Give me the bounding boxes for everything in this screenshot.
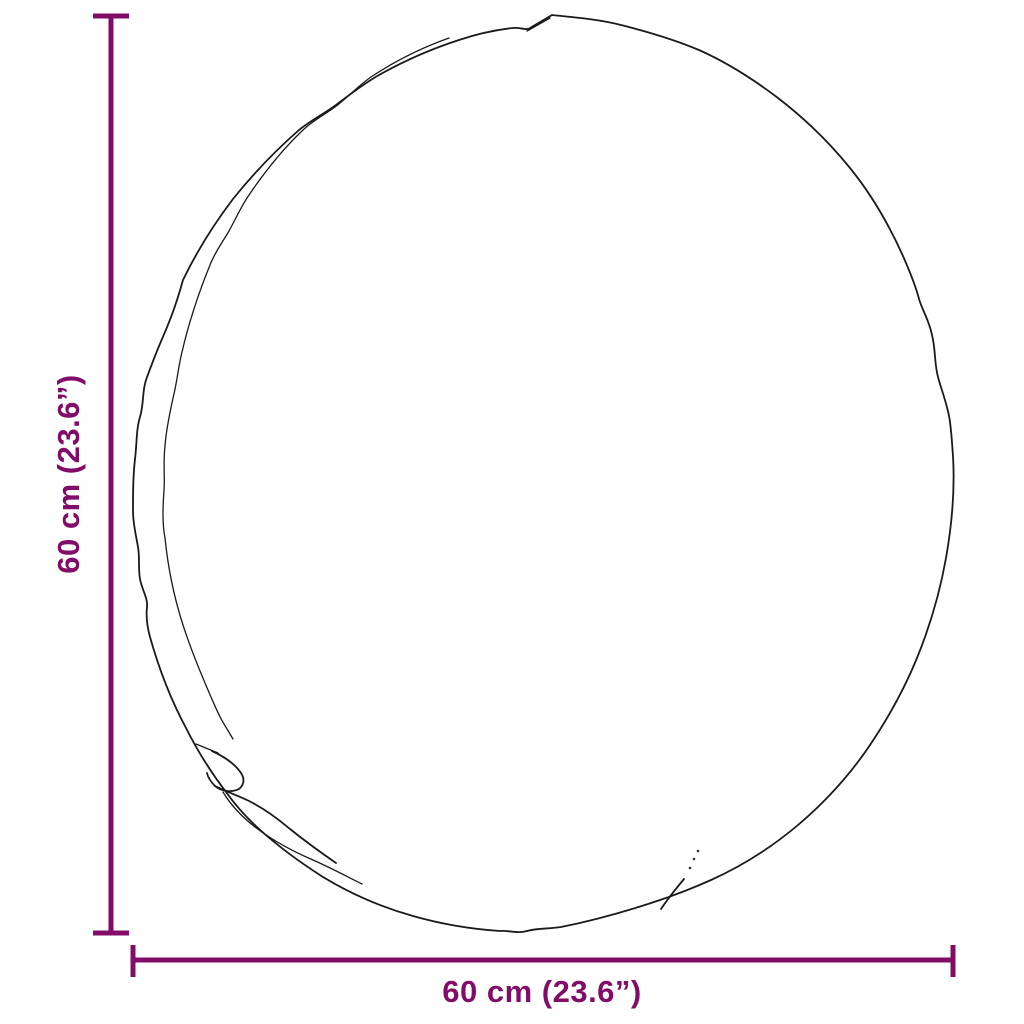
- stitch-dot: [688, 866, 692, 870]
- cushion-outer-edge: [132, 14, 955, 934]
- fold-lower-edge: [214, 785, 337, 864]
- stitch-dot: [692, 857, 696, 861]
- cushion-outline: [132, 14, 955, 934]
- crease-detail: [660, 849, 700, 910]
- width-dimension-line: [130, 945, 956, 977]
- top-seam-line: [526, 17, 551, 32]
- fold-bulge: [206, 750, 245, 793]
- fold-secondary-line: [222, 791, 363, 885]
- width-dimension-label: 60 cm (23.6”): [442, 974, 642, 1009]
- crease-line: [660, 878, 685, 910]
- stitch-dot: [696, 849, 700, 853]
- height-dimension-line: [93, 13, 129, 936]
- height-dimension-label: 60 cm (23.6”): [51, 374, 86, 574]
- inner-seam-line: [162, 37, 450, 740]
- fold-detail: [195, 743, 363, 885]
